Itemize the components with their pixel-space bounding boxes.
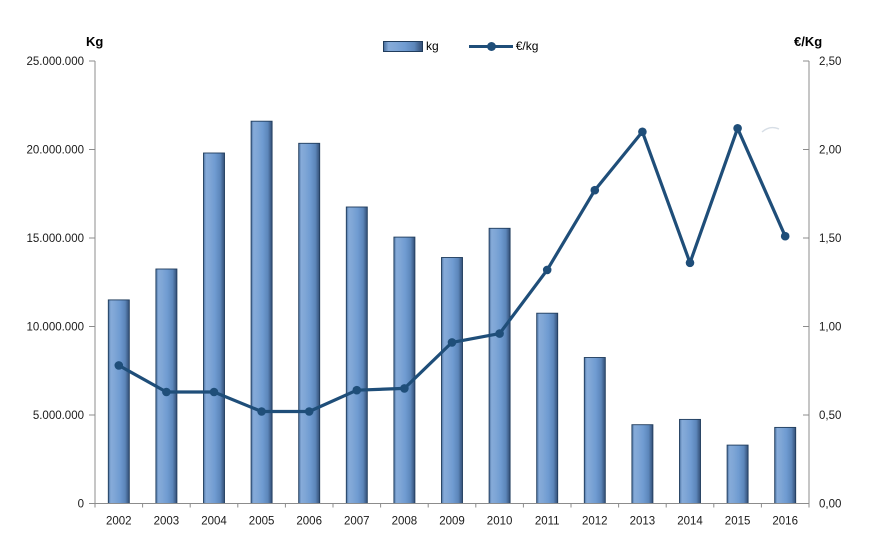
right-axis-tick-label: 0,50: [819, 410, 841, 422]
x-axis-label-2012: 2012: [582, 516, 608, 528]
right-axis-title: €/Kg: [794, 34, 823, 49]
x-axis-label-2007: 2007: [344, 516, 370, 528]
bar-2010: [488, 227, 511, 504]
right-axis-tick-label: 1,50: [819, 233, 841, 245]
right-axis-tick-label: 0,00: [819, 499, 841, 511]
left-axis-tick-label: 5.000.000: [33, 410, 84, 422]
bar-2014: [679, 418, 701, 504]
bar-2004: [203, 152, 225, 504]
line-point-2014: [685, 258, 695, 268]
bar-2012: [583, 357, 606, 504]
bar-2016: [774, 426, 797, 504]
x-axis-label-2009: 2009: [439, 516, 465, 528]
line-point-2007: [352, 385, 362, 395]
x-axis-label-2016: 2016: [772, 516, 798, 528]
x-axis-label-2015: 2015: [725, 516, 751, 528]
line-point-2010: [495, 329, 504, 338]
bar-2005: [250, 120, 273, 504]
line-point-2013: [638, 127, 647, 137]
right-axis-tick-label: 1,00: [819, 322, 841, 334]
line-point-2004: [209, 387, 219, 397]
line-point-2005: [257, 407, 266, 416]
right-axis-tick-label: 2,50: [819, 56, 841, 68]
bar-2002: [107, 299, 130, 504]
left-axis-tick-label: 20.000.000: [26, 145, 84, 157]
x-axis-label-2010: 2010: [487, 516, 513, 528]
left-axis-title: Kg: [86, 34, 104, 49]
left-axis-tick-label: 15.000.000: [26, 233, 84, 245]
line-point-2003: [162, 387, 171, 397]
bar-2006: [298, 142, 321, 504]
left-axis-tick-label: 25.000.000: [26, 56, 84, 68]
left-axis-tick-label: 0: [78, 499, 84, 511]
x-axis-label-2002: 2002: [106, 516, 132, 528]
bar-swatch-icon: [383, 40, 423, 52]
bar-2013: [631, 424, 654, 504]
line-point-2016: [780, 231, 790, 241]
right-axis-tick-label: 2,00: [819, 145, 841, 157]
legend-label-eur-kg: €/kg: [515, 39, 539, 53]
legend-item-kg: kg: [383, 39, 439, 53]
x-axis-label-2006: 2006: [296, 516, 322, 528]
bar-2015: [726, 444, 749, 504]
x-axis-label-2013: 2013: [630, 516, 656, 528]
left-axis-tick-label: 10.000.000: [26, 322, 84, 334]
legend-label-kg: kg: [426, 39, 439, 53]
line-point-2009: [447, 338, 457, 347]
x-axis-label-2008: 2008: [392, 516, 418, 528]
line-point-2006: [304, 407, 314, 416]
bar-2008: [393, 236, 416, 504]
bar-2007: [345, 206, 368, 504]
x-axis-label-2011: 2011: [535, 516, 560, 528]
line-point-2012: [590, 185, 600, 195]
x-axis-label-2004: 2004: [201, 516, 227, 528]
x-axis-label-2003: 2003: [154, 516, 180, 528]
line-marker-swatch-icon: [468, 41, 513, 51]
line-point-2002: [114, 361, 124, 370]
bar-2011: [536, 312, 559, 504]
x-axis-label-2014: 2014: [677, 516, 703, 528]
legend: kg €/kg: [383, 39, 538, 53]
line-point-2011: [542, 265, 552, 275]
legend-item-eur-kg: €/kg: [468, 39, 539, 53]
artifact-mark: [761, 126, 780, 133]
line-point-2008: [400, 384, 409, 393]
x-axis-label-2005: 2005: [249, 516, 275, 528]
line-point-2015: [733, 124, 742, 133]
bar-2009: [441, 257, 463, 504]
